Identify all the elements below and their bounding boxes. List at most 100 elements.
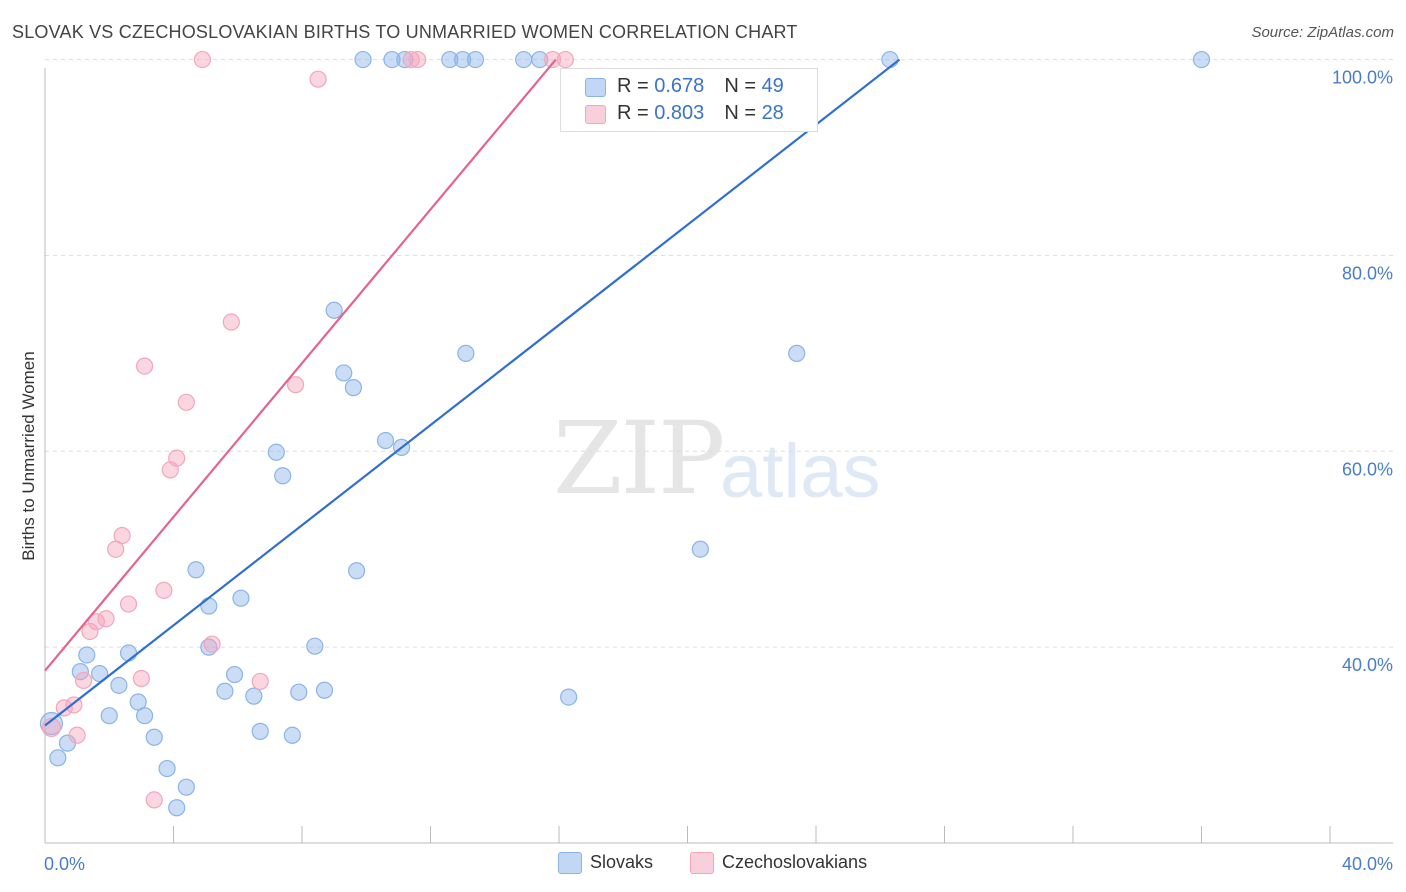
slovaks-point xyxy=(49,749,67,767)
slovaks-point xyxy=(315,681,334,699)
czechoslovakians-point xyxy=(135,357,154,375)
watermark-zip: ZIP xyxy=(553,400,725,517)
slovaks-point xyxy=(457,344,475,362)
slovaks-point xyxy=(466,50,485,69)
slovaks-point xyxy=(216,682,234,700)
legend-r-value-czechoslovakians: 0.803 xyxy=(654,102,705,124)
y-tick-label: 60.0% xyxy=(1342,459,1393,479)
slovaks-point xyxy=(245,687,263,705)
slovaks-trend-line xyxy=(44,58,901,727)
legend-r-label: R = xyxy=(617,75,655,97)
czechoslovakians-point xyxy=(155,581,173,599)
gridlines xyxy=(45,59,1393,648)
czechoslovakians-point xyxy=(132,669,150,688)
slovaks-point xyxy=(187,561,205,579)
czechoslovakians-point xyxy=(74,671,93,690)
legend-n-value-slovaks: 49 xyxy=(761,75,784,97)
czechoslovakians-point xyxy=(203,635,221,653)
czechoslovakians-point xyxy=(402,50,420,69)
slovaks-point xyxy=(396,50,414,69)
czechoslovakians-point xyxy=(81,622,99,641)
source-credit: Source: ZipAtlas.com xyxy=(1251,24,1394,41)
slovaks-point xyxy=(267,443,285,461)
slovaks-point xyxy=(283,726,301,744)
legend-r-value-slovaks: 0.678 xyxy=(654,75,705,97)
slovaks-point xyxy=(691,540,709,558)
legend-n-value-czechoslovakians: 28 xyxy=(761,102,784,124)
slovaks-point xyxy=(335,364,353,382)
czechoslovakians-point xyxy=(68,726,86,744)
slovaks-point xyxy=(168,799,186,817)
slovaks-point xyxy=(78,646,96,664)
slovaks-point xyxy=(110,676,128,694)
slovaks-point xyxy=(119,644,138,662)
czechoslovakians-point xyxy=(543,50,562,69)
slovaks-point xyxy=(1192,50,1211,69)
y-tick-label: 40.0% xyxy=(1342,655,1393,675)
czechoslovakians-point xyxy=(119,595,138,613)
y-tick-label: 100.0% xyxy=(1332,68,1393,88)
bottom-legend-label-czechoslovakians: Czechoslovakians xyxy=(722,852,868,872)
slovaks-point xyxy=(454,50,472,69)
czechoslovakians-point xyxy=(87,613,106,631)
slovaks-point xyxy=(325,301,343,319)
slovaks-point xyxy=(560,688,578,706)
slovaks-point xyxy=(348,562,366,580)
czechoslovakians-point xyxy=(409,50,427,69)
czechoslovakians-point xyxy=(177,393,195,411)
y-tick-labels: 40.0% 60.0% 80.0% 100.0% xyxy=(1332,68,1393,676)
slovaks-point xyxy=(39,711,64,736)
slovaks-point xyxy=(177,778,195,796)
trend-lines xyxy=(44,58,901,727)
watermark-atlas: atlas xyxy=(720,429,881,514)
slovaks-point xyxy=(290,683,308,701)
slovaks-point xyxy=(376,431,395,450)
x-tick-label-min: 0.0% xyxy=(44,854,85,874)
legend-swatch-czechoslovakians xyxy=(585,105,606,124)
czechoslovakians-point xyxy=(113,526,131,545)
slovaks-point xyxy=(251,722,269,740)
slovaks-point xyxy=(232,589,250,607)
legend-n-label: N = xyxy=(724,102,762,124)
czechoslovakians-trend-line xyxy=(44,58,557,672)
czechoslovakians-point xyxy=(168,449,186,467)
legend-swatch-slovaks xyxy=(585,78,606,97)
czechoslovakians-point xyxy=(309,70,327,88)
legend-r-label: R = xyxy=(617,102,655,124)
czechoslovakians-point xyxy=(222,313,240,331)
slovaks-point xyxy=(344,379,362,397)
czechoslovakians-point xyxy=(55,699,73,717)
slovaks-point xyxy=(515,50,533,69)
slovaks-point xyxy=(383,50,401,69)
czechoslovakians-point xyxy=(286,376,305,394)
slovaks-point xyxy=(225,665,244,684)
czechoslovakians-point xyxy=(97,610,115,628)
slovaks-point xyxy=(531,50,549,69)
slovaks-point xyxy=(200,597,218,615)
slovaks-point xyxy=(158,759,176,778)
slovaks-point xyxy=(200,638,218,656)
slovaks-point xyxy=(881,50,899,69)
slovaks-point xyxy=(274,467,292,485)
slovaks-point xyxy=(441,50,459,69)
data-points xyxy=(39,50,1211,817)
slovaks-point xyxy=(788,344,806,362)
slovaks-point xyxy=(354,50,372,69)
bottom-legend-swatch-czechoslovakians xyxy=(690,852,714,874)
czechoslovakians-point xyxy=(556,50,575,69)
slovaks-point xyxy=(306,637,324,655)
czechoslovakians-point xyxy=(251,672,269,691)
slovaks-point xyxy=(100,707,118,725)
bottom-legend-label-slovaks: Slovaks xyxy=(590,852,654,872)
chart-title: SLOVAK VS CZECHOSLOVAKIAN BIRTHS TO UNMA… xyxy=(12,22,798,42)
y-tick-label: 80.0% xyxy=(1342,263,1393,283)
slovaks-point xyxy=(135,707,154,725)
x-tick-label-max: 40.0% xyxy=(1342,854,1393,874)
legend: R = 0.678 N = 49 R = 0.803 N = 28 xyxy=(560,68,818,132)
slovaks-point xyxy=(145,728,163,746)
axes xyxy=(44,68,1393,844)
legend-n-label: N = xyxy=(724,75,762,97)
slovaks-point xyxy=(71,663,89,681)
bottom-legend-swatch-slovaks xyxy=(558,852,582,874)
